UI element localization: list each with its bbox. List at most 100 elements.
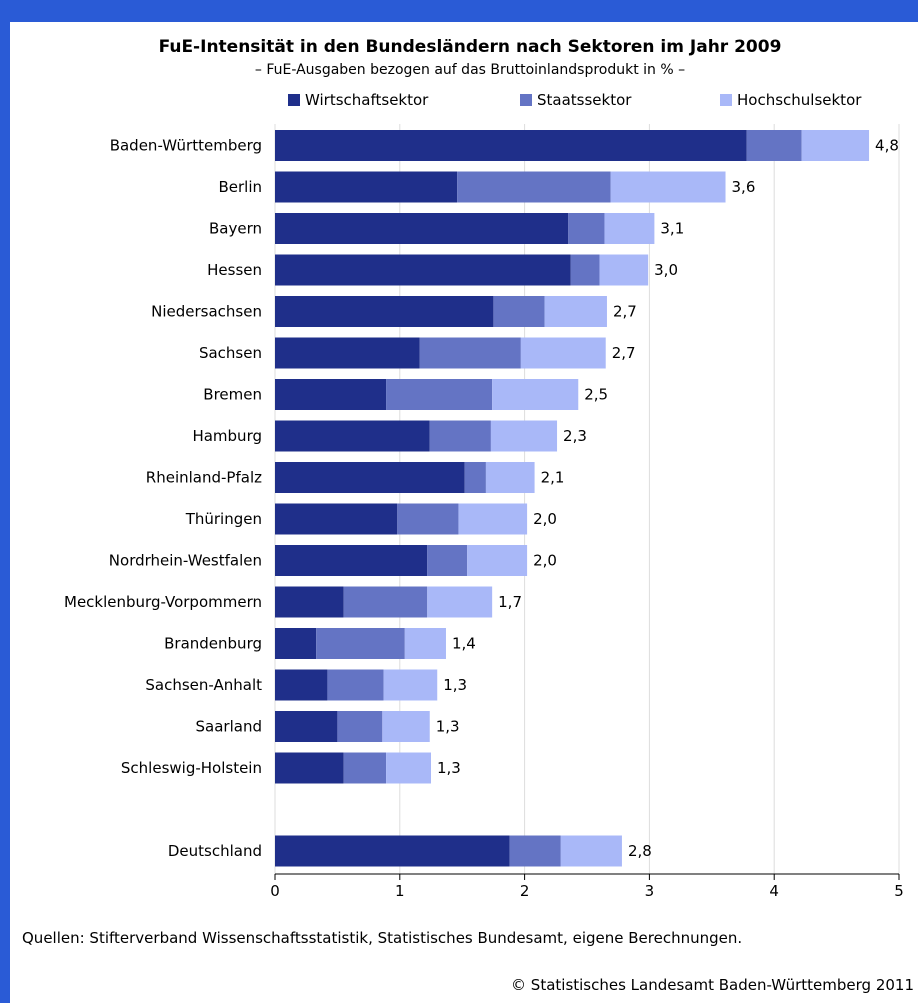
bar-15-0 <box>275 752 344 784</box>
category-label-8: Rheinland-Pfalz <box>146 469 262 487</box>
total-label-8: 2,1 <box>541 469 565 487</box>
bar-10-1 <box>427 545 468 576</box>
category-label-4: Niedersachsen <box>151 303 262 321</box>
bar-12-2 <box>404 628 446 659</box>
category-label-12: Brandenburg <box>164 635 262 653</box>
total-label-1: 3,6 <box>732 178 756 196</box>
bar-7-1 <box>429 420 491 452</box>
total-label-5: 2,7 <box>612 344 636 362</box>
x-axis: 0 1 2 3 4 5 <box>270 873 904 900</box>
chart: FuE-Intensität in den Bundesländern nach… <box>22 37 914 994</box>
bar-9-0 <box>275 503 398 535</box>
category-label-15: Schleswig-Holstein <box>121 759 262 777</box>
bar-5-0 <box>275 337 420 369</box>
bar-7-0 <box>275 420 430 452</box>
category-label-13: Sachsen-Anhalt <box>145 676 262 694</box>
bar-1-0 <box>275 171 458 203</box>
x-tick-label-4: 4 <box>769 882 779 900</box>
chart-panel: FuE-Intensität in den Bundesländern nach… <box>10 22 918 1003</box>
total-label-13: 1,3 <box>443 676 467 694</box>
bar-10-2 <box>467 545 528 576</box>
bar-2-1 <box>568 213 605 244</box>
bar-5-2 <box>520 337 606 369</box>
bar-5-1 <box>419 337 521 369</box>
legend-swatch-2 <box>720 94 732 106</box>
total-label-7: 2,3 <box>563 427 587 445</box>
total-labels: 4,8 3,6 3,1 3,0 2,7 2,7 2,5 2,3 2,1 2,0 2,0 1,7 1,4 1… <box>436 137 899 861</box>
chart-subtitle: – FuE-Ausgaben bezogen auf das Bruttoinl… <box>255 62 685 78</box>
legend-swatch-0 <box>288 94 300 106</box>
bar-12-0 <box>275 628 317 659</box>
total-label-6: 2,5 <box>584 386 608 404</box>
bar-13-2 <box>383 669 438 701</box>
bar-13-1 <box>327 669 384 701</box>
bar-12-1 <box>316 628 405 659</box>
copyright-note: © Statistisches Landesamt Baden-Württemb… <box>511 976 914 994</box>
bar-2-2 <box>604 213 655 244</box>
bar-15-2 <box>386 752 431 784</box>
bar-11-2 <box>427 586 493 618</box>
bar-9-2 <box>458 503 528 535</box>
bar-4-1 <box>493 296 545 327</box>
bar-11-0 <box>275 586 344 618</box>
bar-3-1 <box>570 254 600 286</box>
x-tick-label-1: 1 <box>395 882 405 900</box>
source-note: Quellen: Stifterverband Wissenschaftssta… <box>22 929 742 947</box>
bar-0-1 <box>746 130 802 161</box>
total-label-15: 1,3 <box>437 759 461 777</box>
x-tick-label-3: 3 <box>645 882 655 900</box>
category-label-2: Bayern <box>209 220 262 238</box>
bar-8-1 <box>464 462 486 493</box>
bar-0-0 <box>275 130 747 161</box>
bar-13-0 <box>275 669 328 701</box>
bar-17-2 <box>560 835 622 867</box>
total-label-4: 2,7 <box>613 303 637 321</box>
category-label-0: Baden-Württemberg <box>110 137 262 155</box>
category-label-3: Hessen <box>207 261 262 279</box>
bars <box>275 130 870 867</box>
category-label-1: Berlin <box>218 178 262 196</box>
bar-6-1 <box>386 379 493 410</box>
total-label-17: 2,8 <box>628 842 652 860</box>
bar-9-1 <box>397 503 459 535</box>
chart-title: FuE-Intensität in den Bundesländern nach… <box>159 37 782 57</box>
bar-4-2 <box>544 296 607 327</box>
category-label-17: Deutschland <box>168 842 262 860</box>
category-label-11: Mecklenburg-Vorpommern <box>64 593 262 611</box>
legend-label-2: Hochschulsektor <box>737 91 862 109</box>
category-label-9: Thüringen <box>185 510 262 528</box>
bar-0-2 <box>801 130 870 161</box>
total-label-0: 4,8 <box>875 137 899 155</box>
category-label-6: Bremen <box>203 386 262 404</box>
legend-swatch-1 <box>520 94 532 106</box>
bar-14-0 <box>275 711 338 742</box>
total-label-14: 1,3 <box>436 718 460 736</box>
x-tick-label-2: 2 <box>520 882 530 900</box>
bar-10-0 <box>275 545 428 576</box>
bar-4-0 <box>275 296 494 327</box>
bar-1-1 <box>457 171 611 203</box>
x-tick-label-5: 5 <box>894 882 904 900</box>
category-label-10: Nordrhein-Westfalen <box>109 552 262 570</box>
bar-14-2 <box>382 711 430 742</box>
bar-3-2 <box>599 254 649 286</box>
bar-17-0 <box>275 835 510 867</box>
total-label-11: 1,7 <box>498 593 522 611</box>
bar-6-0 <box>275 379 387 410</box>
total-label-10: 2,0 <box>533 552 557 570</box>
x-tick-label-0: 0 <box>270 882 280 900</box>
bar-8-2 <box>485 462 535 493</box>
category-label-7: Hamburg <box>192 427 262 445</box>
bar-7-2 <box>490 420 558 452</box>
legend-label-1: Staatssektor <box>537 91 632 109</box>
category-label-5: Sachsen <box>199 344 262 362</box>
gridlines <box>274 124 900 874</box>
total-label-2: 3,1 <box>660 220 684 238</box>
bar-17-1 <box>509 835 561 867</box>
bar-14-1 <box>337 711 383 742</box>
total-label-12: 1,4 <box>452 635 476 653</box>
category-labels: Baden-Württemberg Berlin Bayern Hessen Niede… <box>64 137 262 861</box>
total-label-9: 2,0 <box>533 510 557 528</box>
bar-2-0 <box>275 213 569 244</box>
